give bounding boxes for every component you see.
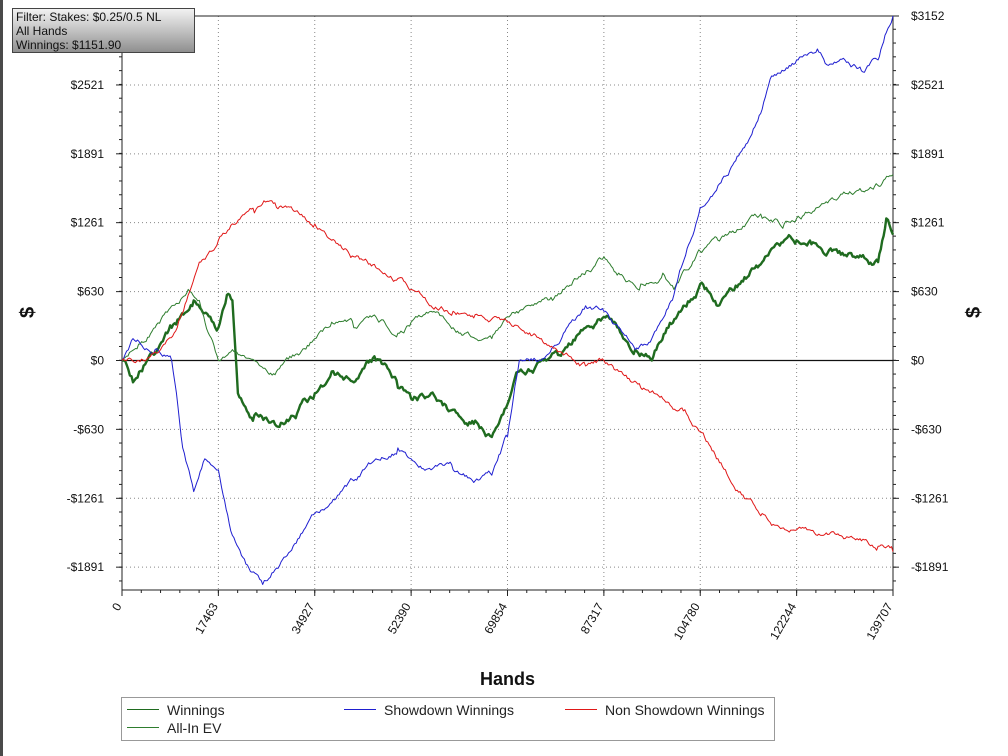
y-tick-label-left: -$630 bbox=[73, 422, 104, 436]
x-tick-label: 87317 bbox=[578, 600, 607, 636]
chart-legend: Winnings Showdown Winnings Non Showdown … bbox=[121, 697, 775, 741]
legend-swatch-non-showdown bbox=[565, 709, 597, 710]
y-tick-label-right: -$1261 bbox=[911, 491, 949, 505]
legend-swatch-showdown bbox=[344, 709, 376, 710]
filter-winnings-text: Winnings: $1151.90 bbox=[16, 38, 122, 52]
series-line-all-in-ev bbox=[121, 174, 894, 376]
plot-frame bbox=[121, 15, 894, 591]
x-tick-label: 122244 bbox=[767, 600, 799, 642]
x-axis-title: Hands bbox=[480, 669, 535, 689]
x-tick-label: 139707 bbox=[863, 600, 895, 642]
legend-label-non-showdown: Non Showdown Winnings bbox=[605, 702, 765, 718]
y-tick-label-right: $2521 bbox=[911, 78, 945, 92]
y-tick-label-right: $1261 bbox=[911, 216, 945, 230]
y-tick-label-left: $2521 bbox=[71, 78, 105, 92]
y-tick-label-left: -$1261 bbox=[67, 491, 105, 505]
legend-label-winnings: Winnings bbox=[167, 702, 225, 718]
legend-label-showdown: Showdown Winnings bbox=[384, 702, 514, 718]
filter-info-box: Filter: Stakes: $0.25/0.5 NL All Hands W… bbox=[12, 8, 195, 53]
y-tick-label-left: $630 bbox=[77, 285, 104, 299]
legend-label-allin-ev: All-In EV bbox=[167, 720, 222, 736]
x-tick-label: 0 bbox=[109, 600, 125, 613]
y-tick-label-left: $1891 bbox=[71, 147, 105, 161]
filter-stakes-text: Filter: Stakes: $0.25/0.5 NL bbox=[16, 10, 162, 24]
filter-hands-text: All Hands bbox=[16, 24, 68, 38]
series-line-winnings bbox=[121, 217, 895, 439]
y-tick-label-left: $0 bbox=[91, 353, 105, 367]
window-left-border bbox=[0, 0, 3, 756]
y-axis-title-left: $ bbox=[17, 307, 39, 318]
y-tick-label-right: $1891 bbox=[911, 147, 945, 161]
legend-swatch-winnings bbox=[127, 709, 159, 710]
y-tick-label-right: $0 bbox=[911, 353, 925, 367]
y-tick-label-left: $1261 bbox=[71, 216, 105, 230]
series-line-showdown-winnings bbox=[121, 15, 894, 585]
legend-swatch-allin-ev bbox=[127, 727, 159, 728]
x-tick-label: 69854 bbox=[481, 600, 510, 636]
y-tick-label-right: $3152 bbox=[911, 9, 945, 23]
axes-layer bbox=[116, 15, 899, 596]
x-tick-label: 17463 bbox=[192, 600, 221, 636]
x-tick-label: 104780 bbox=[671, 600, 703, 642]
y-axis-title-right: $ bbox=[963, 307, 985, 318]
grid-layer bbox=[121, 15, 894, 590]
x-tick-label: 52390 bbox=[385, 600, 414, 636]
series-layer bbox=[121, 15, 895, 585]
y-tick-label-right: -$630 bbox=[911, 422, 942, 436]
y-tick-label-right: $630 bbox=[911, 285, 938, 299]
labels-layer: $3152$3152$2521$2521$1891$1891$1261$1261… bbox=[17, 9, 985, 689]
y-tick-label-left: -$1891 bbox=[67, 560, 105, 574]
y-tick-label-right: -$1891 bbox=[911, 560, 949, 574]
x-tick-label: 34927 bbox=[289, 600, 318, 636]
series-line-non-showdown-winnings bbox=[121, 200, 894, 552]
